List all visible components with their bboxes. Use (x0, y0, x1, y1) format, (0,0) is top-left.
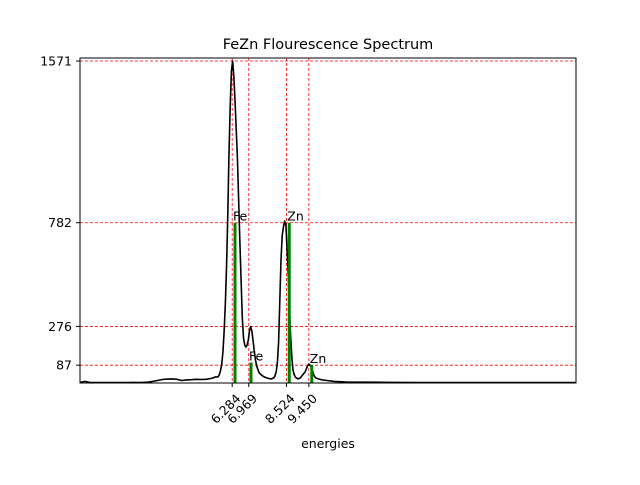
peak-label-zn: Zn (310, 351, 327, 366)
peak-label-zn: Zn (287, 209, 304, 224)
grid-lines (80, 58, 576, 383)
peak-label-fe: Fe (249, 349, 264, 364)
plot-frame (79, 57, 577, 384)
y-tick-label: 276 (48, 319, 72, 334)
peak-markers: Fe Fe Zn Zn (233, 209, 326, 383)
peak-label-fe: Fe (233, 209, 248, 224)
y-tick-label: 782 (48, 215, 72, 230)
y-tick-label: 1571 (40, 54, 72, 69)
y-tick-label: 87 (56, 358, 72, 373)
chart-title: FeZn Flourescence Spectrum (223, 37, 434, 53)
x-axis-label: energies (301, 436, 355, 451)
